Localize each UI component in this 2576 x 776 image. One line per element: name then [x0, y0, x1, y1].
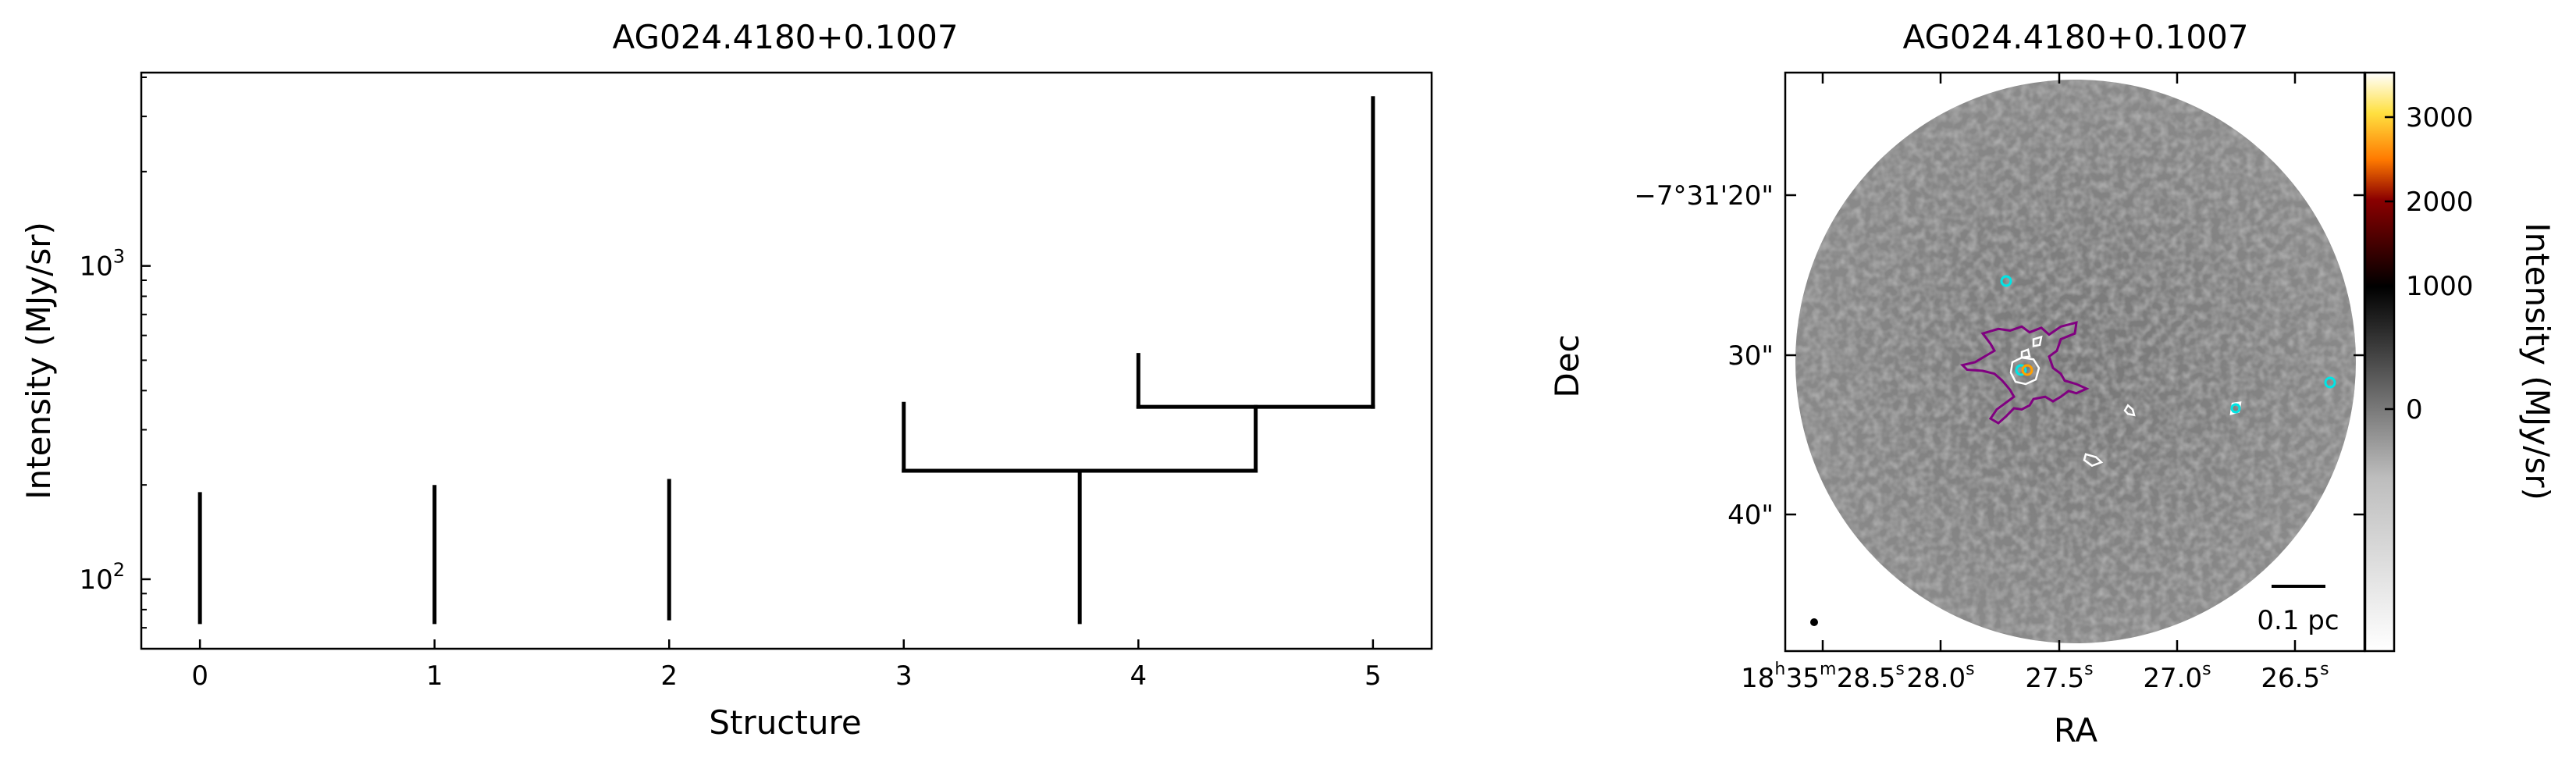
inner-contour [2125, 405, 2134, 415]
source-marker [2324, 376, 2336, 389]
dec-tick-label: 40" [1727, 500, 1774, 531]
ra-tick-label: 27.0s [2143, 660, 2211, 694]
axis-ticks [141, 76, 1375, 650]
inner-contour [2022, 350, 2030, 358]
source-marker [2000, 275, 2012, 287]
colorbar-tick-label: 1000 [2406, 271, 2474, 302]
source-marker [2230, 403, 2241, 414]
source-markers [2000, 275, 2336, 414]
image-panel: AG024.4180+0.1007 0.1 pc Dec RA −7°3 [1548, 18, 2556, 749]
plot-frame [140, 71, 1433, 650]
intensity-map [1795, 80, 2356, 643]
x-tick-labels: 0 1 2 3 4 5 [191, 660, 1381, 692]
source-marker [2015, 364, 2027, 376]
x-tick-label: 5 [1364, 660, 1382, 692]
y-tick-label: 102 [79, 559, 125, 596]
image-title: AG024.4180+0.1007 [1902, 18, 2248, 56]
ra-tick-label: 28.0s [1906, 660, 1974, 694]
inner-contour [2084, 454, 2101, 466]
source-marker [2021, 364, 2033, 376]
x-tick-label: 0 [191, 660, 208, 692]
image-axis-ticks [1785, 73, 2364, 651]
ra-tick-labels: 18h 35m 28.5s 28.0s 27.5s 27.0s 26.5s [1741, 660, 2329, 694]
ra-tick-label: 27.5s [2025, 660, 2093, 694]
y-tick-labels: 102 103 [79, 246, 125, 596]
y-axis-label: Intensity (MJy/sr) [20, 222, 58, 500]
dec-tick-labels: −7°31'20" 30" 40" [1634, 180, 1774, 531]
y-tick-label: 103 [79, 246, 125, 283]
x-tick-label: 4 [1130, 660, 1147, 692]
x-tick-label: 3 [895, 660, 913, 692]
dec-tick-label: −7°31'20" [1634, 180, 1774, 212]
inner-contour [2011, 358, 2039, 384]
x-tick-label: 1 [426, 660, 443, 692]
scale-bar-label: 0.1 pc [2257, 605, 2339, 636]
colorbar-tick-label: 3000 [2406, 102, 2474, 133]
dendrogram-segments [197, 96, 1375, 625]
x-axis-label: Structure [709, 703, 861, 742]
colorbar [2364, 71, 2396, 653]
chart-title: AG024.4180+0.1007 [612, 18, 958, 56]
outer-contour [1962, 322, 2087, 423]
ra-tick-label: 18h 35m 28.5s [1741, 660, 1905, 694]
ra-tick-label: 26.5s [2261, 660, 2329, 694]
x-tick-label: 2 [660, 660, 678, 692]
colorbar-tick-label: 2000 [2406, 187, 2474, 218]
inner-contour [2033, 337, 2041, 347]
beam-marker [1810, 618, 1818, 626]
dendrogram-chart: AG024.4180+0.1007 0 1 2 3 4 5 102 103 Structur… [20, 18, 1433, 742]
contours [1962, 322, 2240, 465]
dec-tick-label: 30" [1727, 340, 1774, 372]
colorbar-label: Intensity (MJy/sr) [2518, 222, 2556, 500]
ra-axis-label: RA [2054, 711, 2097, 749]
colorbar-tick-label: 0 [2406, 394, 2423, 425]
colorbar-ticks: 0 1000 2000 3000 [2385, 102, 2474, 425]
dec-axis-label: Dec [1548, 334, 1586, 397]
